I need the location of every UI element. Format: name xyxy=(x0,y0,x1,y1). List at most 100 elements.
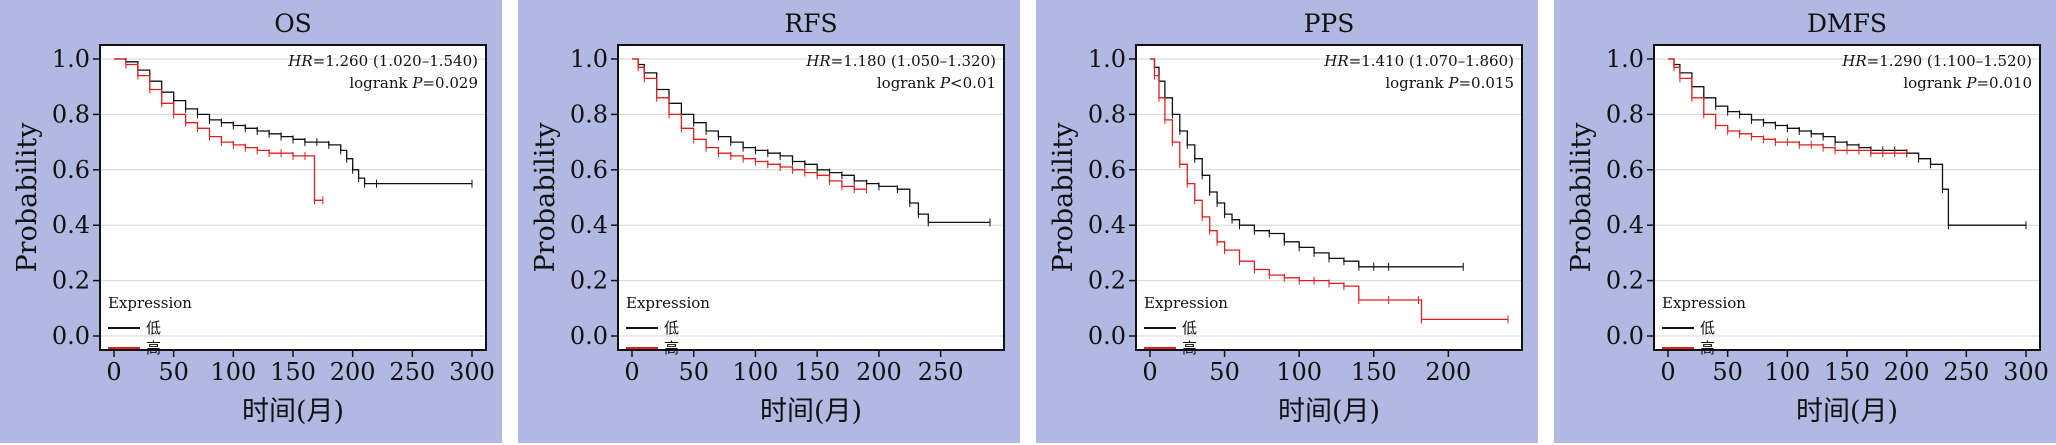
y-tick-label: 0.8 xyxy=(1088,100,1126,128)
hr-value: =1.260 (1.020–1.540) xyxy=(313,52,478,70)
y-tick-label: 0.0 xyxy=(1088,322,1126,350)
legend: Expression 低高 xyxy=(1662,294,1746,357)
p-prefix: logrank xyxy=(349,74,412,92)
x-tick-label: 50 xyxy=(1209,358,1240,386)
legend-label: 高 xyxy=(1700,339,1715,357)
x-tick-label: 100 xyxy=(1276,358,1322,386)
p-label: P xyxy=(1965,74,1977,92)
y-tick-label: 0.2 xyxy=(1088,267,1126,295)
p-label: P xyxy=(1447,74,1459,92)
x-tick-label: 250 xyxy=(1943,358,1989,386)
hr-label: HR xyxy=(1323,52,1348,70)
hr-label: HR xyxy=(1841,52,1866,70)
y-axis-label: Probability xyxy=(1048,122,1079,273)
y-tick-label: 1.0 xyxy=(1088,45,1126,73)
km-panel-dmfs: DMFS 0.0 0.2 0.4 0.6 0.8 1.0 0 50 100 150 200 250 300… xyxy=(1554,0,2056,443)
y-tick-label: 0.4 xyxy=(570,211,608,239)
x-tick-label: 50 xyxy=(1712,358,1743,386)
legend-title: Expression xyxy=(1662,294,1746,312)
hr-label: HR xyxy=(805,52,830,70)
chart-title: RFS xyxy=(784,9,837,38)
legend-label: 低 xyxy=(664,319,679,337)
p-value: =0.010 xyxy=(1976,74,2032,92)
y-tick-label: 0.0 xyxy=(570,322,608,350)
hr-annotation: HR=1.290 (1.100–1.520) xyxy=(1841,52,2032,70)
chart-title: PPS xyxy=(1304,9,1355,38)
km-chart: PPS 0.0 0.2 0.4 0.6 0.8 1.0 0 50 100 150 200 时间(月) Pr… xyxy=(1048,9,1523,427)
y-tick-label: 1.0 xyxy=(570,45,608,73)
hr-annotation: HR=1.260 (1.020–1.540) xyxy=(287,52,478,70)
y-tick-label: 0.8 xyxy=(1606,100,1644,128)
plot-area xyxy=(99,44,487,351)
x-tick-label: 50 xyxy=(158,358,189,386)
p-label: P xyxy=(411,74,423,92)
legend-label: 低 xyxy=(146,319,161,337)
x-tick-label: 250 xyxy=(918,358,964,386)
y-tick-label: 0.8 xyxy=(570,100,608,128)
p-value: =0.015 xyxy=(1458,74,1514,92)
x-tick-label: 0 xyxy=(624,358,639,386)
y-axis-label: Probability xyxy=(530,122,561,273)
y-tick-label: 0.0 xyxy=(52,322,90,350)
km-panel-pps: PPS 0.0 0.2 0.4 0.6 0.8 1.0 0 50 100 150 200 时间(月) Pr… xyxy=(1036,0,1538,443)
km-chart: RFS 0.0 0.2 0.4 0.6 0.8 1.0 0 50 100 150 200 250 时间(月… xyxy=(530,9,1005,427)
km-chart: OS 0.0 0.2 0.4 0.6 0.8 1.0 0 50 100 150 200 250 300 时间… xyxy=(12,9,495,427)
p-label: P xyxy=(939,74,951,92)
y-tick-label: 0.0 xyxy=(1606,322,1644,350)
x-tick-label: 150 xyxy=(1824,358,1870,386)
censor-marks-1 xyxy=(1673,63,1908,158)
censor-marks-0 xyxy=(1153,63,1464,271)
x-tick-label: 200 xyxy=(330,358,376,386)
y-axis-label: Probability xyxy=(12,122,43,273)
x-axis-label: 时间(月) xyxy=(242,396,344,427)
km-panel-os: OS 0.0 0.2 0.4 0.6 0.8 1.0 0 50 100 150 200 250 300 时间… xyxy=(0,0,502,443)
x-tick-label: 150 xyxy=(1351,358,1397,386)
x-tick-label: 200 xyxy=(1425,358,1471,386)
p-value: <0.01 xyxy=(950,74,996,92)
p-prefix: logrank xyxy=(877,74,940,92)
plot-area xyxy=(1135,44,1523,351)
series-line-1 xyxy=(114,58,323,201)
censor-marks-1 xyxy=(1153,71,1509,324)
hr-value: =1.290 (1.100–1.520) xyxy=(1867,52,2032,70)
x-tick-label: 150 xyxy=(794,358,840,386)
legend-label: 高 xyxy=(146,339,161,357)
legend-label: 高 xyxy=(664,339,679,357)
x-tick-label: 100 xyxy=(1764,358,1810,386)
x-tick-label: 150 xyxy=(270,358,316,386)
x-tick-label: 200 xyxy=(856,358,902,386)
x-tick-label: 50 xyxy=(678,358,709,386)
x-axis-label: 时间(月) xyxy=(1278,396,1380,427)
legend-label: 高 xyxy=(1182,339,1197,357)
x-axis-label: 时间(月) xyxy=(1796,396,1898,427)
x-tick-label: 300 xyxy=(449,358,495,386)
y-tick-label: 0.2 xyxy=(1606,267,1644,295)
plot-area xyxy=(617,44,1005,351)
x-tick-label: 100 xyxy=(210,358,256,386)
legend-title: Expression xyxy=(626,294,710,312)
y-tick-label: 0.2 xyxy=(570,267,608,295)
x-tick-label: 250 xyxy=(389,358,435,386)
censor-marks-1 xyxy=(125,60,324,205)
legend: Expression 低高 xyxy=(626,294,710,357)
plot-area xyxy=(1653,44,2041,351)
hr-label: HR xyxy=(287,52,312,70)
y-tick-label: 0.4 xyxy=(52,211,90,239)
y-tick-label: 0.8 xyxy=(52,100,90,128)
p-annotation: logrank P=0.010 xyxy=(1903,74,2032,92)
km-panel-rfs: RFS 0.0 0.2 0.4 0.6 0.8 1.0 0 50 100 150 200 250 时间(月… xyxy=(518,0,1020,443)
p-annotation: logrank P=0.029 xyxy=(349,74,478,92)
y-axis-label: Probability xyxy=(1566,122,1597,273)
censor-marks-1 xyxy=(637,63,868,194)
hr-value: =1.180 (1.050–1.320) xyxy=(831,52,996,70)
y-tick-label: 0.2 xyxy=(52,267,90,295)
p-annotation: logrank P<0.01 xyxy=(877,74,996,92)
legend-title: Expression xyxy=(108,294,192,312)
y-tick-label: 0.4 xyxy=(1088,211,1126,239)
legend: Expression 低高 xyxy=(1144,294,1228,357)
p-value: =0.029 xyxy=(422,74,478,92)
y-tick-label: 0.6 xyxy=(52,156,90,184)
km-chart: DMFS 0.0 0.2 0.4 0.6 0.8 1.0 0 50 100 150 200 250 300… xyxy=(1566,9,2049,427)
x-tick-label: 200 xyxy=(1884,358,1930,386)
x-axis-label: 时间(月) xyxy=(760,396,862,427)
